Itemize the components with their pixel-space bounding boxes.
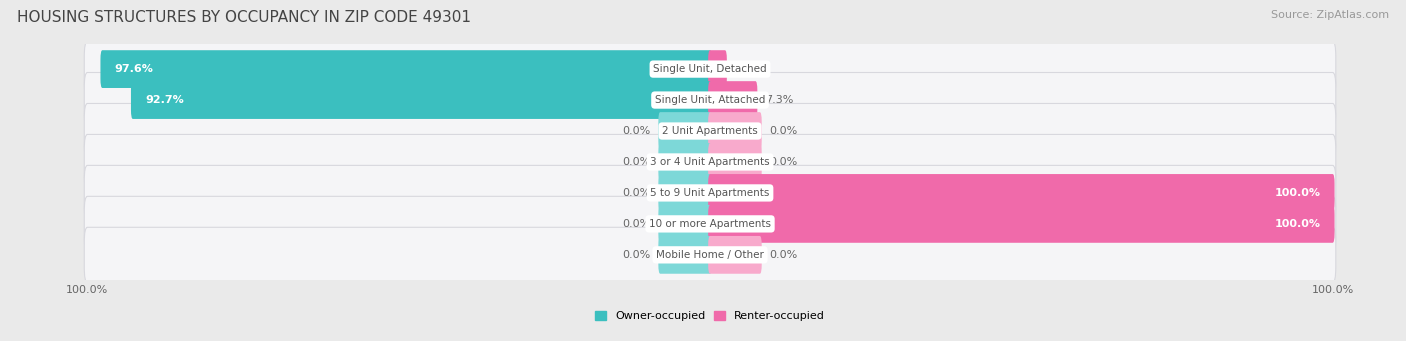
FancyBboxPatch shape: [131, 81, 711, 119]
FancyBboxPatch shape: [658, 174, 711, 212]
Text: 97.6%: 97.6%: [115, 64, 153, 74]
FancyBboxPatch shape: [658, 205, 711, 243]
Text: HOUSING STRUCTURES BY OCCUPANCY IN ZIP CODE 49301: HOUSING STRUCTURES BY OCCUPANCY IN ZIP C…: [17, 10, 471, 25]
FancyBboxPatch shape: [84, 165, 1336, 221]
Text: Source: ZipAtlas.com: Source: ZipAtlas.com: [1271, 10, 1389, 20]
Text: 7.3%: 7.3%: [765, 95, 793, 105]
FancyBboxPatch shape: [84, 227, 1336, 282]
Text: 0.0%: 0.0%: [769, 126, 797, 136]
Text: 0.0%: 0.0%: [769, 157, 797, 167]
FancyBboxPatch shape: [709, 50, 727, 88]
Text: 2 Unit Apartments: 2 Unit Apartments: [662, 126, 758, 136]
FancyBboxPatch shape: [709, 174, 1334, 212]
FancyBboxPatch shape: [100, 50, 711, 88]
Text: 100.0%: 100.0%: [1274, 219, 1320, 229]
Text: 100.0%: 100.0%: [1274, 188, 1320, 198]
FancyBboxPatch shape: [709, 205, 1334, 243]
Text: 10 or more Apartments: 10 or more Apartments: [650, 219, 770, 229]
Text: 0.0%: 0.0%: [623, 126, 651, 136]
Text: 5 to 9 Unit Apartments: 5 to 9 Unit Apartments: [651, 188, 769, 198]
FancyBboxPatch shape: [84, 103, 1336, 159]
Text: Single Unit, Detached: Single Unit, Detached: [654, 64, 766, 74]
Text: Single Unit, Attached: Single Unit, Attached: [655, 95, 765, 105]
FancyBboxPatch shape: [709, 81, 758, 119]
FancyBboxPatch shape: [84, 134, 1336, 190]
Text: 92.7%: 92.7%: [145, 95, 184, 105]
Legend: Owner-occupied, Renter-occupied: Owner-occupied, Renter-occupied: [591, 307, 830, 326]
Text: Mobile Home / Other: Mobile Home / Other: [657, 250, 763, 260]
Text: 0.0%: 0.0%: [769, 250, 797, 260]
FancyBboxPatch shape: [658, 112, 711, 150]
FancyBboxPatch shape: [709, 143, 762, 181]
Text: 0.0%: 0.0%: [623, 188, 651, 198]
FancyBboxPatch shape: [658, 236, 711, 274]
Text: 0.0%: 0.0%: [623, 219, 651, 229]
FancyBboxPatch shape: [84, 73, 1336, 128]
FancyBboxPatch shape: [84, 196, 1336, 251]
FancyBboxPatch shape: [658, 143, 711, 181]
FancyBboxPatch shape: [84, 42, 1336, 97]
Text: 0.0%: 0.0%: [623, 157, 651, 167]
Text: 3 or 4 Unit Apartments: 3 or 4 Unit Apartments: [650, 157, 770, 167]
Text: 2.4%: 2.4%: [734, 64, 763, 74]
FancyBboxPatch shape: [709, 236, 762, 274]
FancyBboxPatch shape: [709, 112, 762, 150]
Text: 0.0%: 0.0%: [623, 250, 651, 260]
